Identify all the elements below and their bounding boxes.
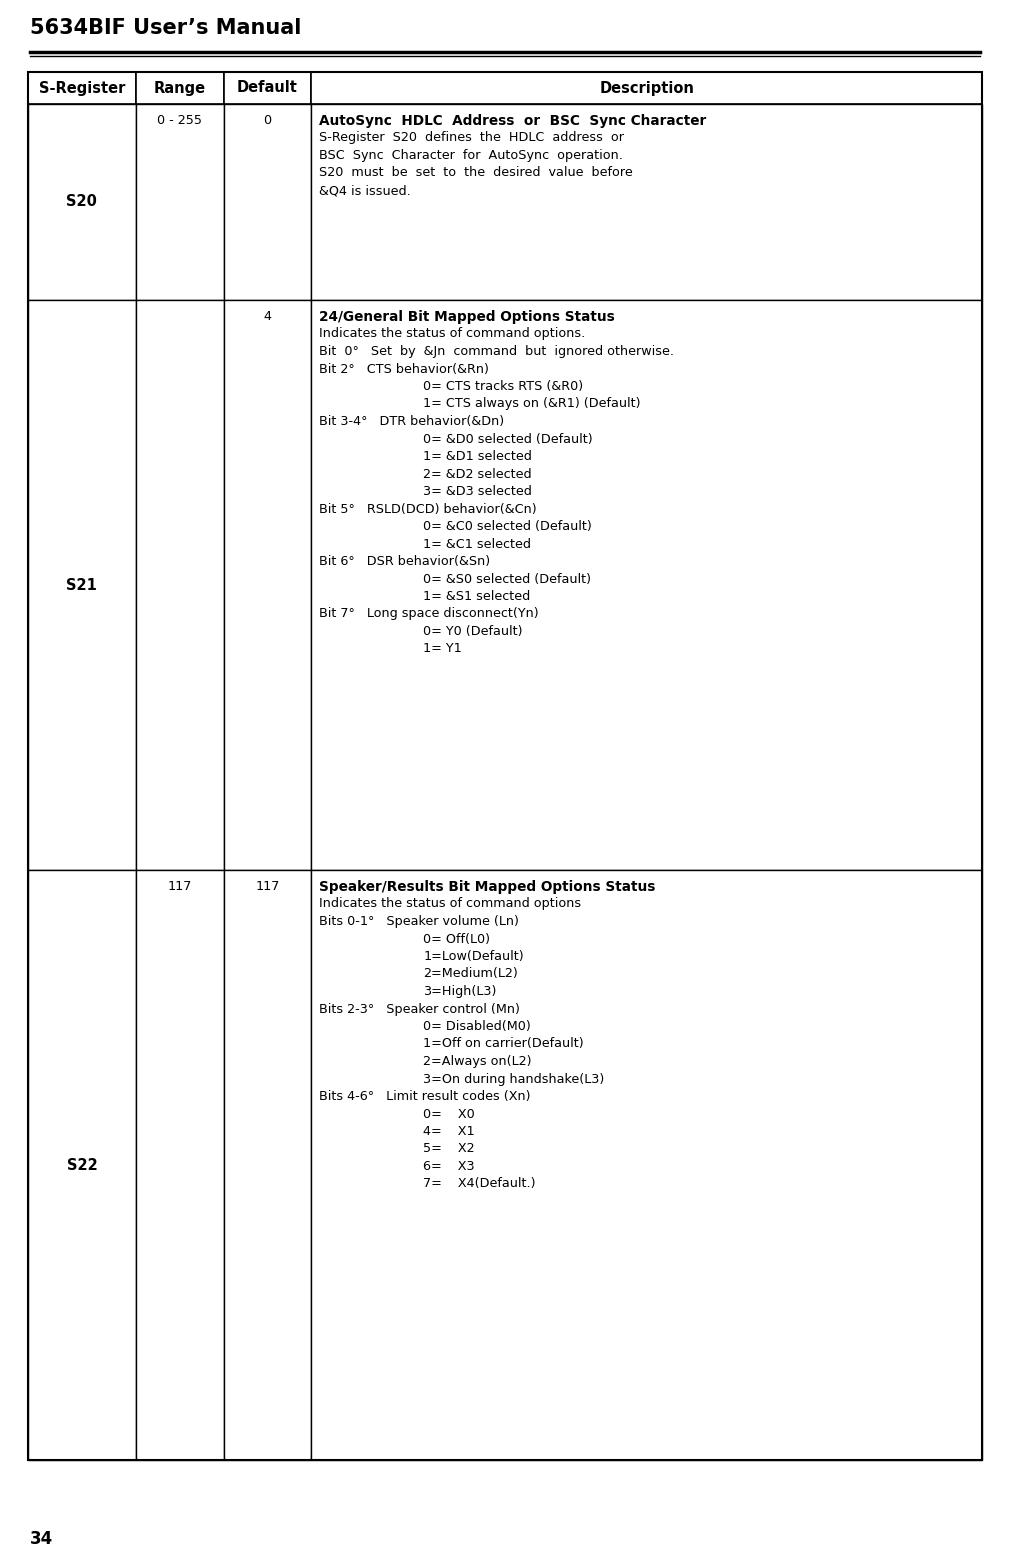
Text: S22: S22 [67,1158,97,1172]
Text: S21: S21 [67,577,97,593]
Text: Bit 2°   CTS behavior(&Rn): Bit 2° CTS behavior(&Rn) [319,363,489,376]
Text: 0= &C0 selected (Default): 0= &C0 selected (Default) [423,520,592,534]
Text: 3=On during handshake(L3): 3=On during handshake(L3) [423,1072,605,1086]
Text: Indicates the status of command options.: Indicates the status of command options. [319,327,586,341]
Text: Bit 3-4°   DTR behavior(&Dn): Bit 3-4° DTR behavior(&Dn) [319,415,504,427]
Text: BSC  Sync  Character  for  AutoSync  operation.: BSC Sync Character for AutoSync operatio… [319,149,623,163]
Text: Indicates the status of command options: Indicates the status of command options [319,897,582,911]
Bar [223,300,311,870]
Text: S-Register: S-Register [38,80,125,95]
Bar [28,300,135,870]
Text: Bit 7°   Long space disconnect(Yn): Bit 7° Long space disconnect(Yn) [319,607,539,620]
Bar [223,870,311,1460]
Text: Range: Range [154,80,206,95]
Bar [311,300,982,870]
Text: 0: 0 [264,114,272,127]
Text: Description: Description [599,80,694,95]
Text: 1=Low(Default): 1=Low(Default) [423,950,524,962]
Text: 117: 117 [256,880,280,894]
Text: 0= Off(L0): 0= Off(L0) [423,933,490,945]
Text: Bits 0-1°   Speaker volume (Ln): Bits 0-1° Speaker volume (Ln) [319,916,519,928]
Text: &Q4 is issued.: &Q4 is issued. [319,185,411,197]
Text: Bit 5°   RSLD(DCD) behavior(&Cn): Bit 5° RSLD(DCD) behavior(&Cn) [319,502,537,515]
Bar [311,103,982,300]
Text: Bit  0°   Set  by  &Jn  command  but  ignored otherwise.: Bit 0° Set by &Jn command but ignored ot… [319,344,675,358]
Bar [223,72,311,103]
Bar [135,870,223,1460]
Text: Bit 6°   DSR behavior(&Sn): Bit 6° DSR behavior(&Sn) [319,556,491,568]
Text: 0=    X0: 0= X0 [423,1108,475,1121]
Text: AutoSync  HDLC  Address  or  BSC  Sync Character: AutoSync HDLC Address or BSC Sync Charac… [319,114,707,128]
Text: 5=    X2: 5= X2 [423,1142,475,1155]
Text: 2=Medium(L2): 2=Medium(L2) [423,967,518,981]
Text: Speaker/Results Bit Mapped Options Status: Speaker/Results Bit Mapped Options Statu… [319,880,655,894]
Text: 2=Always on(L2): 2=Always on(L2) [423,1055,532,1067]
Bar [135,300,223,870]
Text: 0= &S0 selected (Default): 0= &S0 selected (Default) [423,573,591,585]
Text: 6=    X3: 6= X3 [423,1160,475,1174]
Bar [135,72,223,103]
Text: 0= &D0 selected (Default): 0= &D0 selected (Default) [423,432,593,446]
Text: S20: S20 [67,194,97,210]
Bar [135,103,223,300]
Text: 1= CTS always on (&R1) (Default): 1= CTS always on (&R1) (Default) [423,398,640,410]
Bar [28,870,135,1460]
Text: Bits 2-3°   Speaker control (Mn): Bits 2-3° Speaker control (Mn) [319,1003,520,1016]
Text: S20  must  be  set  to  the  desired  value  before: S20 must be set to the desired value bef… [319,166,633,180]
Text: 24/General Bit Mapped Options Status: 24/General Bit Mapped Options Status [319,310,615,324]
Bar [28,72,135,103]
Text: 3= &D3 selected: 3= &D3 selected [423,485,532,498]
Text: 0= CTS tracks RTS (&R0): 0= CTS tracks RTS (&R0) [423,380,584,393]
Text: 34: 34 [30,1531,54,1548]
Text: 0= Disabled(M0): 0= Disabled(M0) [423,1020,531,1033]
Bar [28,72,982,1460]
Text: Default: Default [237,80,298,95]
Text: 5634BIF User’s Manual: 5634BIF User’s Manual [30,19,301,38]
Text: 2= &D2 selected: 2= &D2 selected [423,468,532,480]
Text: 4: 4 [264,310,272,322]
Text: 1= &D1 selected: 1= &D1 selected [423,451,532,463]
Text: S-Register  S20  defines  the  HDLC  address  or: S-Register S20 defines the HDLC address … [319,131,624,144]
Text: 0 - 255: 0 - 255 [158,114,202,127]
Bar [223,103,311,300]
Text: 1= &S1 selected: 1= &S1 selected [423,590,530,603]
Text: Bits 4-6°   Limit result codes (Xn): Bits 4-6° Limit result codes (Xn) [319,1089,531,1103]
Text: 1=Off on carrier(Default): 1=Off on carrier(Default) [423,1038,584,1050]
Text: 7=    X4(Default.): 7= X4(Default.) [423,1177,536,1191]
Text: 117: 117 [168,880,192,894]
Text: 3=High(L3): 3=High(L3) [423,984,497,998]
Bar [311,870,982,1460]
Text: 1= &C1 selected: 1= &C1 selected [423,537,531,551]
Bar [28,103,135,300]
Text: 0= Y0 (Default): 0= Y0 (Default) [423,624,523,639]
Bar [311,72,982,103]
Text: 1= Y1: 1= Y1 [423,643,463,656]
Text: 4=    X1: 4= X1 [423,1125,475,1138]
